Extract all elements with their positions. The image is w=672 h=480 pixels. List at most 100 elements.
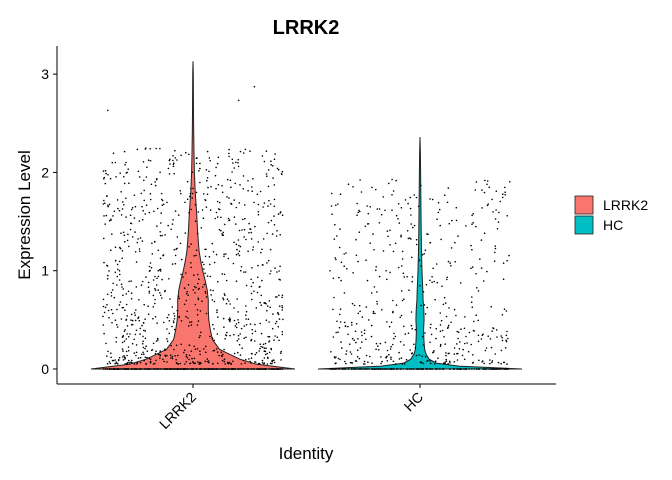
data-point <box>445 315 448 318</box>
data-point <box>335 331 338 334</box>
data-point <box>473 320 475 323</box>
data-point <box>379 368 381 370</box>
data-point <box>222 353 224 356</box>
data-point <box>185 151 187 154</box>
data-point <box>150 349 153 352</box>
data-point <box>125 216 127 218</box>
data-point <box>262 264 264 266</box>
data-point <box>245 318 247 320</box>
data-point <box>463 368 466 370</box>
data-point <box>453 308 456 311</box>
data-point <box>364 368 367 370</box>
data-point <box>245 284 248 287</box>
data-point <box>278 270 280 272</box>
data-point <box>332 277 335 280</box>
data-point <box>125 197 127 200</box>
data-point <box>401 258 404 260</box>
data-point <box>261 362 264 364</box>
data-point <box>105 368 107 370</box>
data-point <box>159 268 162 271</box>
data-point <box>156 322 158 324</box>
data-point <box>148 211 151 214</box>
data-point <box>171 263 174 265</box>
data-point <box>211 299 214 301</box>
data-point <box>244 217 246 220</box>
data-point <box>399 368 402 370</box>
data-point <box>114 246 117 248</box>
data-point <box>125 293 127 295</box>
data-point <box>361 368 364 370</box>
data-point <box>445 360 448 363</box>
data-point <box>213 328 215 330</box>
data-point <box>439 312 442 314</box>
data-point <box>222 234 225 236</box>
data-point <box>171 325 173 328</box>
data-point <box>117 363 119 365</box>
data-point <box>138 299 140 301</box>
data-point <box>195 286 197 289</box>
data-point <box>185 354 188 356</box>
data-point <box>272 313 274 315</box>
data-point <box>343 321 346 324</box>
data-point <box>173 249 176 251</box>
data-point <box>206 179 208 182</box>
data-point <box>224 368 226 370</box>
data-point <box>280 173 283 175</box>
data-point <box>170 228 172 231</box>
data-point <box>347 325 349 328</box>
data-point <box>123 234 126 237</box>
data-point <box>223 358 226 361</box>
data-point <box>197 298 200 301</box>
data-point <box>380 213 383 216</box>
data-point <box>235 243 238 246</box>
data-point <box>277 312 279 315</box>
data-point <box>404 199 407 201</box>
data-point <box>213 300 216 303</box>
data-point <box>131 319 134 322</box>
data-point <box>152 279 155 281</box>
data-point <box>154 362 156 365</box>
data-point <box>167 224 169 227</box>
data-point <box>142 346 145 349</box>
data-point <box>223 348 225 351</box>
data-point <box>350 353 353 355</box>
data-point <box>235 206 238 209</box>
data-point <box>240 327 243 330</box>
data-point <box>268 335 271 338</box>
data-point <box>154 181 156 183</box>
data-point <box>237 239 240 241</box>
data-point <box>330 205 333 207</box>
data-point <box>109 362 112 365</box>
data-point <box>199 350 201 353</box>
data-point <box>164 234 166 236</box>
data-point <box>457 368 459 370</box>
data-point <box>168 159 171 162</box>
data-point <box>152 363 155 365</box>
data-point <box>401 250 404 253</box>
data-point <box>237 165 240 168</box>
data-point <box>182 276 184 278</box>
data-point <box>104 202 106 204</box>
data-point <box>381 309 383 311</box>
data-point <box>133 217 136 219</box>
data-point <box>492 327 494 329</box>
data-point <box>464 342 466 345</box>
data-point <box>190 324 193 326</box>
data-point <box>221 191 224 194</box>
data-point <box>188 212 190 214</box>
data-point <box>192 368 195 370</box>
violin-lrrk2 <box>90 61 296 370</box>
data-point <box>234 182 236 185</box>
data-point <box>205 206 208 208</box>
data-point <box>456 352 458 355</box>
data-point <box>155 359 157 362</box>
data-point <box>141 324 143 327</box>
data-point <box>270 368 273 370</box>
data-point <box>390 358 392 360</box>
data-point <box>106 195 108 197</box>
data-point <box>502 368 505 370</box>
data-point <box>105 342 107 345</box>
data-point <box>445 352 447 354</box>
data-point <box>237 252 240 255</box>
data-point <box>174 262 177 265</box>
